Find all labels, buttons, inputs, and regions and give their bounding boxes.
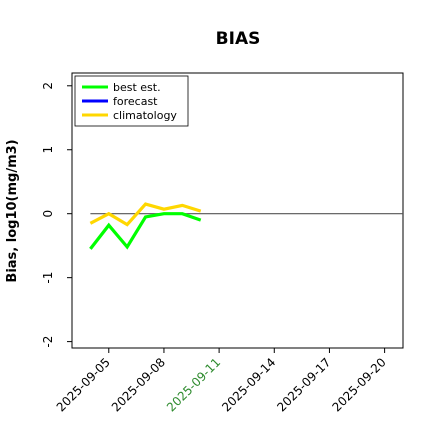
x-tick-label: 2025-09-08 — [109, 355, 168, 414]
y-tick-label: -1 — [41, 272, 55, 284]
y-tick-label: 1 — [41, 146, 55, 154]
legend-label: climatology — [113, 109, 177, 122]
x-tick-label: 2025-09-20 — [330, 355, 389, 414]
x-axis: 2025-09-052025-09-082025-09-112025-09-14… — [54, 348, 389, 414]
plot-frame — [71, 72, 404, 349]
x-tick-label: 2025-09-17 — [274, 355, 333, 414]
y-tick-label: 0 — [41, 210, 55, 218]
legend-label: forecast — [113, 95, 158, 108]
y-tick-label: -2 — [41, 336, 55, 348]
x-tick-label: 2025-09-11 — [164, 355, 223, 414]
series-line-climatology — [89, 202, 202, 227]
series-line-best-est — [89, 212, 202, 250]
y-axis: -2 -1 0 1 2 — [41, 82, 72, 348]
x-tick-label: 2025-09-14 — [219, 355, 278, 414]
chart-title: BIAS — [216, 29, 261, 49]
y-axis-label: Bias, log10(mg/m3) — [5, 139, 20, 282]
series-layer — [89, 202, 202, 250]
x-tick-label: 2025-09-05 — [54, 355, 113, 414]
y-tick-label: 2 — [41, 82, 55, 90]
legend-label: best est. — [113, 81, 161, 94]
